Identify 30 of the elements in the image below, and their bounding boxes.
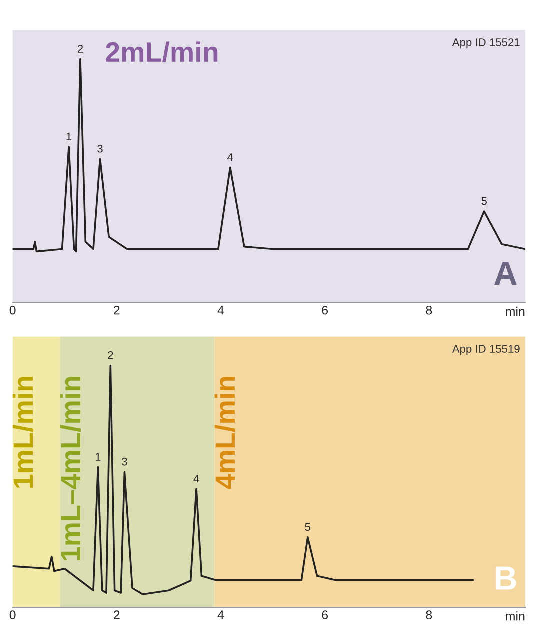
annotation: B: [496, 566, 516, 590]
x-tick-label: 8: [426, 610, 432, 620]
annotation: 5: [305, 523, 311, 532]
x-axis-title: min: [506, 306, 525, 316]
x-axis-title: min: [506, 612, 525, 621]
x-tick-label: 8: [426, 306, 432, 315]
annotation: 5: [482, 197, 487, 206]
x-tick-label: 6: [322, 306, 328, 315]
x-tick-label: 0: [10, 610, 16, 620]
annotation: 2: [108, 351, 114, 360]
annotation: 4: [228, 154, 234, 162]
text: App ID 15521: [452, 38, 520, 49]
annotation: A: [494, 262, 517, 286]
x-tick-label: 4: [218, 610, 224, 620]
band-label: 1mL–4mL/min: [60, 377, 81, 560]
annotation: 2: [78, 45, 84, 53]
annotation: 1: [66, 132, 72, 141]
x-tick-label: 0: [10, 306, 16, 315]
text: App ID 15519: [452, 345, 520, 356]
x-tick-label: 4: [218, 306, 224, 315]
x-tick-label: 2: [114, 610, 120, 620]
band-label: 4mL/min: [214, 377, 236, 490]
x-tick-label: 6: [322, 610, 328, 620]
annotation: 3: [122, 458, 128, 466]
annotation: 4: [194, 474, 200, 483]
annotation: 1: [96, 453, 101, 461]
annotation: 3: [98, 144, 103, 153]
annotation: 2mL/min: [106, 42, 218, 62]
band-label: 1mL/min: [12, 377, 34, 488]
x-tick-label: 2: [114, 306, 120, 315]
